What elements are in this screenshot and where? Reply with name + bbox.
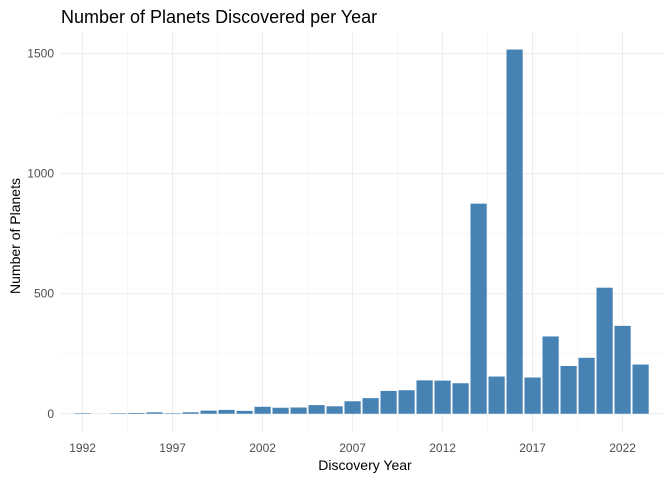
x-tick-label: 2022: [609, 441, 636, 455]
grid-lines: [61, 32, 664, 432]
bar-2005: [308, 405, 325, 414]
x-axis-title: Discovery Year: [318, 457, 412, 473]
bar-2011: [416, 380, 433, 414]
bar-2015: [488, 376, 505, 414]
bar-1997: [164, 413, 181, 415]
bar-1992: [74, 413, 91, 414]
bar-2016: [506, 49, 523, 414]
chart-title: Number of Planets Discovered per Year: [61, 7, 377, 27]
y-axis-ticks: 0 500 1000 1500: [27, 47, 54, 421]
bar-1996: [146, 412, 163, 414]
bar-2012: [434, 380, 451, 414]
x-tick-label: 1992: [69, 441, 96, 455]
y-tick-label: 0: [47, 407, 54, 421]
bar-2006: [326, 406, 343, 414]
bar-2013: [452, 383, 469, 414]
bar-2009: [380, 390, 397, 414]
x-tick-label: 1997: [159, 441, 186, 455]
x-tick-label: 2002: [249, 441, 276, 455]
bar-2021: [596, 287, 613, 414]
bar-2010: [398, 390, 415, 414]
bar-2007: [344, 401, 361, 414]
bar-2022: [614, 325, 631, 414]
bar-1998: [182, 412, 199, 414]
bar-2003: [272, 407, 289, 414]
x-tick-label: 2012: [429, 441, 456, 455]
bar-2019: [560, 365, 577, 414]
bar-2018: [542, 336, 559, 414]
y-tick-label: 500: [34, 287, 54, 301]
bar-2000: [218, 409, 235, 414]
bar-1995: [128, 413, 145, 414]
y-axis-title: Number of Planets: [7, 178, 23, 294]
bar-2023: [632, 364, 649, 414]
x-axis-ticks: 1992 1997 2002 2007 2012 2017 2022: [69, 441, 636, 455]
x-tick-label: 2017: [519, 441, 546, 455]
bar-2017: [524, 377, 541, 414]
bar-2020: [578, 357, 595, 414]
bar-2001: [236, 410, 253, 414]
bar-2004: [290, 407, 307, 414]
bar-2014: [470, 203, 487, 414]
bar-1999: [200, 410, 217, 414]
y-tick-label: 1000: [27, 167, 54, 181]
bar-1994: [110, 413, 127, 415]
y-tick-label: 1500: [27, 47, 54, 61]
bars: [74, 49, 649, 415]
bar-2008: [362, 398, 379, 414]
bar-2002: [254, 406, 271, 414]
x-tick-label: 2007: [339, 441, 366, 455]
